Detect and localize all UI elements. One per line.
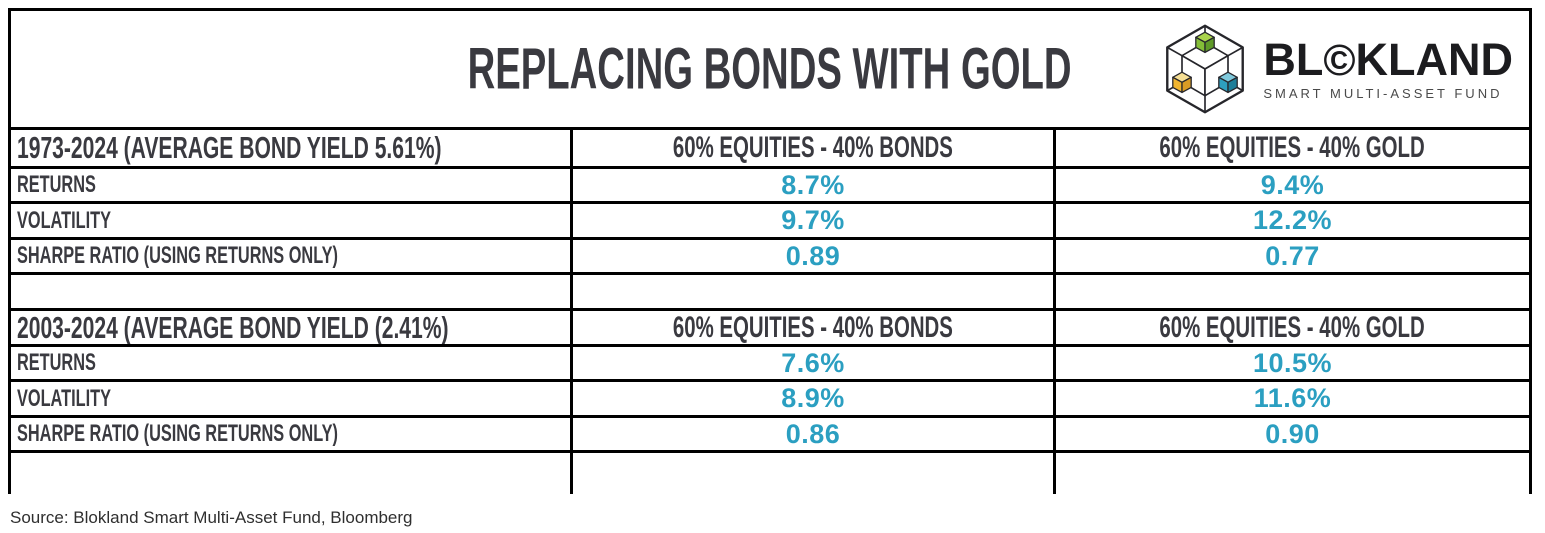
- metric-value: 10.5%: [1252, 347, 1333, 378]
- section1-period-cell: 1973-2024 (AVERAGE BOND YIELD 5.61%): [11, 130, 570, 166]
- metric-value: 0.77: [1265, 240, 1320, 271]
- metric-value: 8.7%: [781, 169, 845, 200]
- section2-period-label: 2003-2024 (AVERAGE BOND YIELD (2.41%): [17, 311, 449, 344]
- section2-returns-label-cell: RETURNS: [11, 347, 570, 379]
- section2-gold-header-cell: 60% EQUITIES - 40% GOLD: [1056, 311, 1529, 344]
- metric-value: 12.2%: [1252, 205, 1333, 235]
- section1-volatility-bonds-cell: 9.7%: [573, 204, 1053, 237]
- spacer-cell: [1056, 453, 1529, 494]
- metric-value: 7.6%: [781, 347, 845, 378]
- row-label: SHARPE RATIO (USING RETURNS ONLY): [17, 420, 338, 447]
- section1-returns-bonds-cell: 8.7%: [573, 169, 1053, 201]
- page-title-text: REPLACING BONDS WITH GOLD: [468, 36, 1072, 102]
- metric-value: 9.7%: [781, 205, 845, 235]
- section1-gold-header: 60% EQUITIES - 40% GOLD: [1159, 131, 1426, 164]
- spacer-cell: [573, 275, 1053, 308]
- row-label: VOLATILITY: [17, 206, 111, 234]
- section2-volatility-label-cell: VOLATILITY: [11, 382, 570, 415]
- teal-cube-icon: [1218, 71, 1239, 94]
- section2-returns-gold-cell: 10.5%: [1056, 347, 1529, 379]
- row-label: RETURNS: [17, 349, 96, 376]
- logo-text-block: BL©KLAND SMART MULTI-ASSET FUND: [1263, 37, 1513, 102]
- row-label: VOLATILITY: [17, 384, 111, 412]
- spacer-cell: [573, 453, 1053, 494]
- section2-period-cell: 2003-2024 (AVERAGE BOND YIELD (2.41%): [11, 311, 570, 344]
- blokland-logo: BL©KLAND SMART MULTI-ASSET FUND: [1159, 23, 1513, 115]
- brand-copyright-o: ©: [1323, 35, 1356, 85]
- brand-name: BL©KLAND: [1263, 37, 1513, 83]
- section1-volatility-label-cell: VOLATILITY: [11, 204, 570, 237]
- metric-value: 0.90: [1265, 418, 1320, 449]
- section2-volatility-gold-cell: 11.6%: [1056, 382, 1529, 415]
- metric-value: 11.6%: [1253, 383, 1332, 413]
- section1-gold-header-cell: 60% EQUITIES - 40% GOLD: [1056, 130, 1529, 166]
- section1-sharpe-bonds-cell: 0.89: [573, 240, 1053, 272]
- section1-volatility-gold-cell: 12.2%: [1056, 204, 1529, 237]
- section2-bonds-header: 60% EQUITIES - 40% BONDS: [672, 311, 954, 344]
- page-title: REPLACING BONDS WITH GOLD: [11, 36, 1529, 103]
- metric-value: 0.89: [785, 240, 841, 271]
- spacer-cell: [1056, 275, 1529, 308]
- section2-sharpe-bonds-cell: 0.86: [573, 418, 1053, 450]
- row-label: RETURNS: [17, 171, 96, 198]
- section2-sharpe-label-cell: SHARPE RATIO (USING RETURNS ONLY): [11, 418, 570, 450]
- metric-value: 8.9%: [781, 383, 845, 413]
- section1-bonds-header: 60% EQUITIES - 40% BONDS: [672, 131, 954, 164]
- section1-period-label: 1973-2024 (AVERAGE BOND YIELD 5.61%): [17, 130, 442, 165]
- brand-pre: BL: [1263, 33, 1324, 85]
- row-label: SHARPE RATIO (USING RETURNS ONLY): [17, 242, 338, 269]
- comparison-table: 1973-2024 (AVERAGE BOND YIELD 5.61%) 60%…: [11, 130, 1529, 494]
- section1-returns-gold-cell: 9.4%: [1056, 169, 1529, 201]
- section1-returns-label-cell: RETURNS: [11, 169, 570, 201]
- section1-sharpe-label-cell: SHARPE RATIO (USING RETURNS ONLY): [11, 240, 570, 272]
- metric-value: 0.86: [785, 418, 841, 449]
- section2-returns-bonds-cell: 7.6%: [573, 347, 1053, 379]
- spacer-cell: [11, 453, 570, 494]
- section2-bonds-header-cell: 60% EQUITIES - 40% BONDS: [573, 311, 1053, 344]
- brand-tagline: SMART MULTI-ASSET FUND: [1263, 86, 1503, 102]
- title-bar: REPLACING BONDS WITH GOLD: [11, 11, 1529, 130]
- green-cube-icon: [1195, 31, 1216, 54]
- source-note: Source: Blokland Smart Multi-Asset Fund,…: [10, 508, 413, 527]
- yellow-cube-icon: [1172, 71, 1193, 94]
- section2-volatility-bonds-cell: 8.9%: [573, 382, 1053, 415]
- brand-post: KLAND: [1355, 33, 1513, 85]
- section1-bonds-header-cell: 60% EQUITIES - 40% BONDS: [573, 130, 1053, 166]
- hexagon-cube-icon: [1166, 24, 1245, 114]
- section1-sharpe-gold-cell: 0.77: [1056, 240, 1529, 272]
- section2-sharpe-gold-cell: 0.90: [1056, 418, 1529, 450]
- metric-value: 9.4%: [1260, 169, 1325, 200]
- spacer-cell: [11, 275, 570, 308]
- section2-gold-header: 60% EQUITIES - 40% GOLD: [1159, 311, 1426, 344]
- infographic-panel: REPLACING BONDS WITH GOLD: [8, 8, 1532, 494]
